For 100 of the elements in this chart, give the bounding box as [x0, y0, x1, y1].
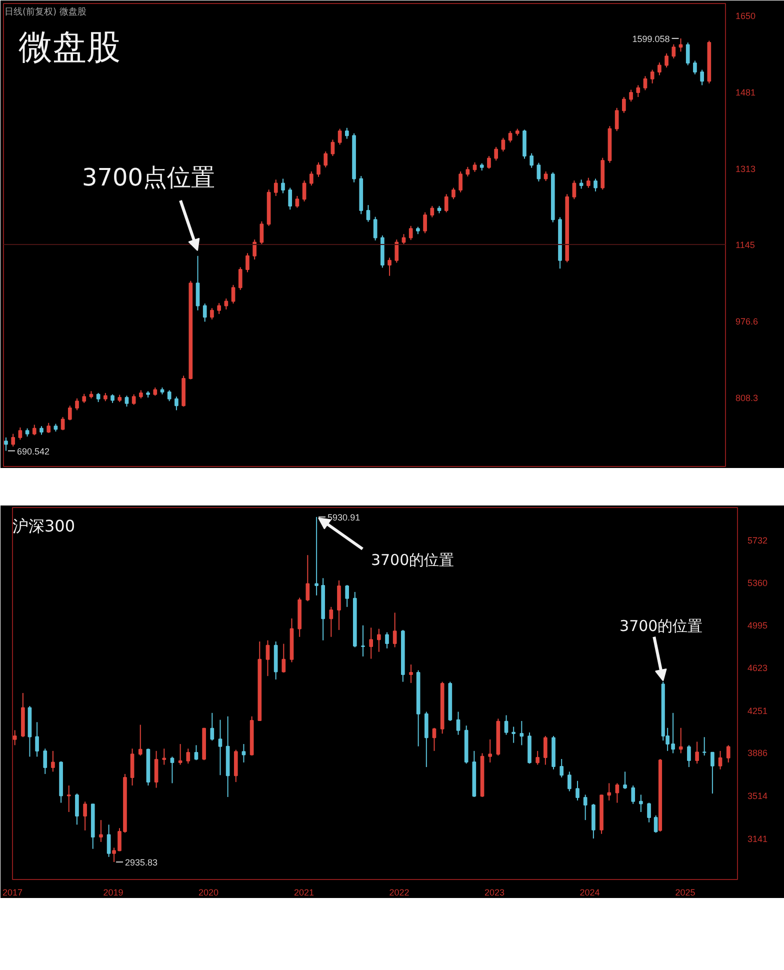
candlestick: [75, 793, 79, 826]
candlestick: [594, 178, 598, 192]
candlestick: [83, 801, 87, 831]
candlestick: [266, 640, 270, 677]
candlestick: [11, 433, 16, 448]
candlestick: [615, 782, 620, 804]
candlestick: [178, 744, 182, 766]
candlestick: [154, 750, 158, 788]
candlestick: [402, 234, 406, 246]
candlestick: [456, 711, 460, 736]
y-tick-label: 5360: [748, 578, 768, 588]
candlestick: [68, 405, 72, 421]
candlestick: [202, 303, 207, 322]
candlestick: [536, 162, 541, 182]
candlestick: [282, 643, 286, 674]
candlestick: [295, 195, 300, 208]
candlestick: [672, 44, 676, 59]
candlestick: [586, 177, 590, 188]
candlestick: [576, 780, 580, 801]
x-tick-label: 2021: [294, 888, 314, 898]
candlestick: [51, 750, 55, 772]
candlestick: [488, 738, 492, 763]
y-tick-label: 3514: [748, 790, 768, 801]
annotation: 3700的位置: [370, 550, 454, 569]
candlestick: [687, 744, 691, 768]
candlestick: [544, 735, 548, 766]
candlestick: [702, 736, 706, 756]
candlestick: [330, 139, 335, 157]
candlestick: [288, 187, 292, 210]
candlestick: [306, 554, 310, 602]
candlestick: [132, 394, 136, 406]
candlestick: [130, 748, 134, 786]
y-tick-label: 1481: [736, 88, 756, 98]
candlestick: [494, 146, 498, 162]
candlestick: [4, 436, 8, 452]
candlestick: [329, 606, 334, 638]
candlestick: [430, 205, 434, 218]
candlestick: [252, 239, 257, 260]
x-tick-label: 2023: [484, 888, 505, 898]
candlestick: [423, 212, 427, 234]
candlestick: [718, 750, 722, 770]
candlestick: [452, 187, 456, 200]
candlestick: [579, 179, 584, 190]
candlestick: [530, 152, 534, 168]
candlestick: [167, 390, 172, 402]
candlestick: [658, 62, 662, 76]
annotation: 3700点位置: [82, 164, 216, 192]
candlestick: [194, 744, 198, 761]
candlestick: [60, 416, 65, 431]
x-tick-label: 2025: [675, 888, 696, 898]
candlestick: [466, 166, 470, 177]
candlestick: [18, 426, 22, 440]
candlestick: [409, 664, 413, 684]
y-tick-label: 4623: [748, 663, 768, 674]
candlestick: [583, 794, 588, 821]
chart-subtitle: 日线(前复权) 微盘股: [4, 6, 86, 18]
y-tick-label: 3141: [748, 834, 768, 844]
candlestick: [218, 719, 222, 776]
candlestick: [316, 162, 320, 178]
candlestick: [138, 724, 142, 756]
candlestick: [82, 393, 86, 404]
candlestick: [678, 727, 683, 754]
y-tick-label: 5732: [748, 535, 768, 546]
candlestick: [650, 69, 654, 84]
candlestick: [231, 284, 236, 304]
y-tick-label: 4995: [748, 620, 768, 630]
candlestick: [118, 828, 122, 852]
candlestick: [345, 584, 349, 608]
candlestick: [170, 756, 174, 784]
candlestick: [695, 741, 699, 764]
candlestick: [377, 628, 381, 652]
candlestick: [385, 632, 389, 649]
candlestick: [520, 720, 524, 746]
candlestick: [314, 516, 318, 596]
candlestick: [629, 89, 633, 102]
candlestick: [536, 750, 540, 766]
candlestick: [607, 782, 612, 801]
candlestick: [560, 758, 564, 778]
candlestick: [424, 711, 428, 768]
candlestick: [361, 624, 365, 657]
candlestick: [75, 398, 79, 411]
candlestick: [458, 170, 462, 193]
candlestick: [614, 107, 619, 132]
candlestick: [274, 179, 278, 196]
candlestick: [432, 727, 436, 752]
x-tick-label: 2020: [198, 888, 219, 898]
candlestick: [217, 302, 221, 314]
candlestick: [647, 802, 651, 823]
candlestick: [472, 162, 477, 172]
candlestick: [162, 748, 166, 766]
candlestick: [631, 784, 636, 804]
candlestick: [512, 726, 516, 744]
y-tick-label: 4251: [748, 706, 768, 716]
text: 微盘股: [18, 28, 120, 68]
candlestick: [210, 308, 214, 320]
candlestick: [369, 627, 373, 660]
candlestick: [710, 752, 714, 794]
candlestick: [726, 744, 730, 763]
candlestick: [224, 298, 228, 310]
x-tick-label: 2017: [2, 888, 23, 898]
